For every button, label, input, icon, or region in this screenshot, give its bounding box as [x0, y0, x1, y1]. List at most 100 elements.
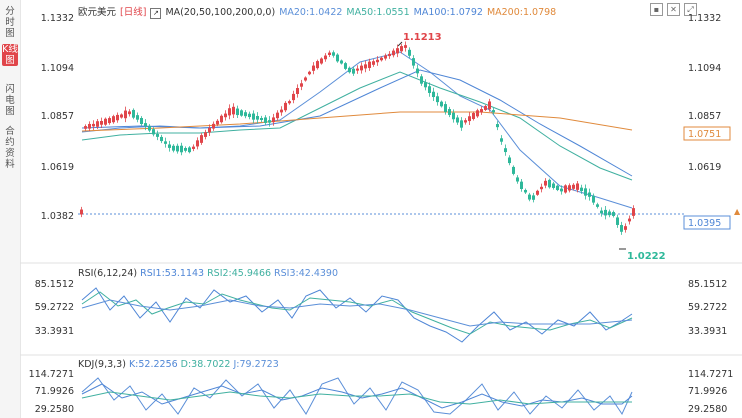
low-label: 1.0222 — [627, 251, 666, 262]
candles — [80, 41, 635, 235]
candle-body — [136, 115, 139, 120]
candle-body — [608, 211, 611, 216]
candle-body — [284, 102, 287, 111]
candle-body — [604, 209, 607, 216]
candle-body — [200, 135, 203, 143]
ma100-value: MA100:1.0792 — [413, 7, 483, 18]
candle-body — [96, 121, 99, 127]
candle-body — [248, 113, 251, 118]
kdj-legend: KDJ(9,3,3) K:52.2256 D:38.7022 J:79.2723 — [78, 359, 282, 370]
candle-body — [432, 91, 435, 98]
ma-settings-icon[interactable]: ↗ — [150, 8, 162, 19]
stop-icon[interactable]: ▪ — [650, 3, 663, 16]
candle-body — [480, 109, 483, 113]
candle-body — [440, 101, 443, 107]
candle-body — [484, 106, 487, 110]
candle-body — [368, 61, 371, 68]
expand-icon[interactable]: ⤢ — [684, 3, 697, 16]
candle-body — [476, 110, 479, 117]
side-tabs: 分时图 K线图 闪电图 合约资料 — [0, 0, 21, 418]
candle-body — [628, 218, 631, 222]
candle-body — [552, 183, 555, 188]
candle-body — [296, 88, 299, 94]
candle-body — [228, 108, 231, 116]
candle-body — [540, 186, 543, 190]
ma-param-label: MA(20,50,100,200,0,0) — [165, 7, 276, 18]
candle-body — [304, 77, 307, 81]
ma200-value: MA200:1.0798 — [486, 7, 557, 18]
candle-body — [152, 129, 155, 135]
candle-body — [468, 116, 471, 122]
candle-body — [204, 132, 207, 137]
candle-body — [524, 189, 527, 193]
candle-body — [556, 185, 559, 191]
candle-body — [568, 185, 571, 191]
current-price-tag: 1.0395 — [688, 218, 721, 229]
candle-body — [144, 123, 147, 127]
delete-icon[interactable]: ✕ — [667, 3, 680, 16]
candle-body — [192, 146, 195, 149]
candle-body — [328, 52, 331, 55]
rsi-tick-left: 33.3931 — [35, 326, 74, 337]
rsi-tick-right: 85.1512 — [688, 279, 727, 290]
kdj-d-value: D:38.7022 — [180, 359, 231, 370]
kdj-tick-right: 71.9926 — [688, 386, 727, 397]
y-tick-right: 1.0857 — [688, 111, 721, 122]
candle-body — [140, 117, 143, 125]
candle-body — [220, 115, 223, 123]
candle-body — [320, 58, 323, 64]
rsi-legend: RSI(6,12,24) RSI1:53.1143 RSI2:45.9466 RSI3… — [78, 268, 341, 279]
candle-body — [412, 58, 415, 66]
ma50-line — [81, 71, 633, 181]
candle-body — [344, 63, 347, 69]
candle-body — [504, 148, 507, 153]
ma50-value: MA50:1.0551 — [346, 7, 410, 18]
candle-body — [396, 48, 399, 54]
candle-body — [208, 127, 211, 133]
candle-body — [532, 195, 535, 200]
alert-arrow-icon[interactable]: ▲ — [734, 207, 741, 216]
candle-body — [356, 68, 359, 71]
candle-body — [592, 195, 595, 203]
candle-body — [596, 204, 599, 207]
candle-body — [408, 49, 411, 56]
candle-body — [104, 118, 107, 125]
current-price-tag-box — [683, 215, 731, 230]
candle-body — [288, 101, 291, 104]
candle-body — [404, 45, 407, 48]
y-tick-left: 1.1094 — [41, 63, 74, 74]
candle-body — [108, 118, 111, 124]
high-marker — [397, 41, 403, 47]
candle-body — [588, 192, 591, 197]
rsi-label: RSI(6,12,24) — [78, 268, 138, 279]
candle-body — [544, 180, 547, 186]
rsi1-line — [81, 287, 633, 343]
candle-body — [512, 166, 515, 174]
candle-body — [180, 145, 183, 153]
candle-body — [392, 50, 395, 56]
candle-body — [276, 112, 279, 119]
candle-body — [564, 185, 567, 193]
rsi1-value: RSI1:53.1143 — [140, 268, 205, 279]
tab-flash-chart[interactable]: 闪电图 — [5, 84, 15, 117]
y-tick-right: 1.1094 — [688, 63, 721, 74]
tab-time-chart[interactable]: 分时图 — [5, 6, 15, 39]
kdj-j-value: J:79.2723 — [233, 359, 279, 370]
candle-body — [212, 123, 215, 129]
candle-body — [124, 110, 127, 119]
candle-body — [576, 183, 579, 190]
kdj-tick-right: 114.7271 — [688, 369, 733, 380]
candle-body — [244, 112, 247, 117]
tab-contract-info[interactable]: 合约资料 — [5, 126, 15, 170]
candle-body — [292, 93, 295, 101]
period-label[interactable]: [日线] — [120, 7, 147, 18]
candle-body — [336, 54, 339, 62]
candle-body — [600, 210, 603, 214]
candle-body — [460, 120, 463, 128]
candle-body — [256, 115, 259, 120]
kdj-tick-left: 71.9926 — [35, 386, 74, 397]
tab-kline-chart[interactable]: K线图 — [2, 44, 18, 66]
candle-body — [324, 55, 327, 60]
candle-body — [488, 101, 491, 110]
